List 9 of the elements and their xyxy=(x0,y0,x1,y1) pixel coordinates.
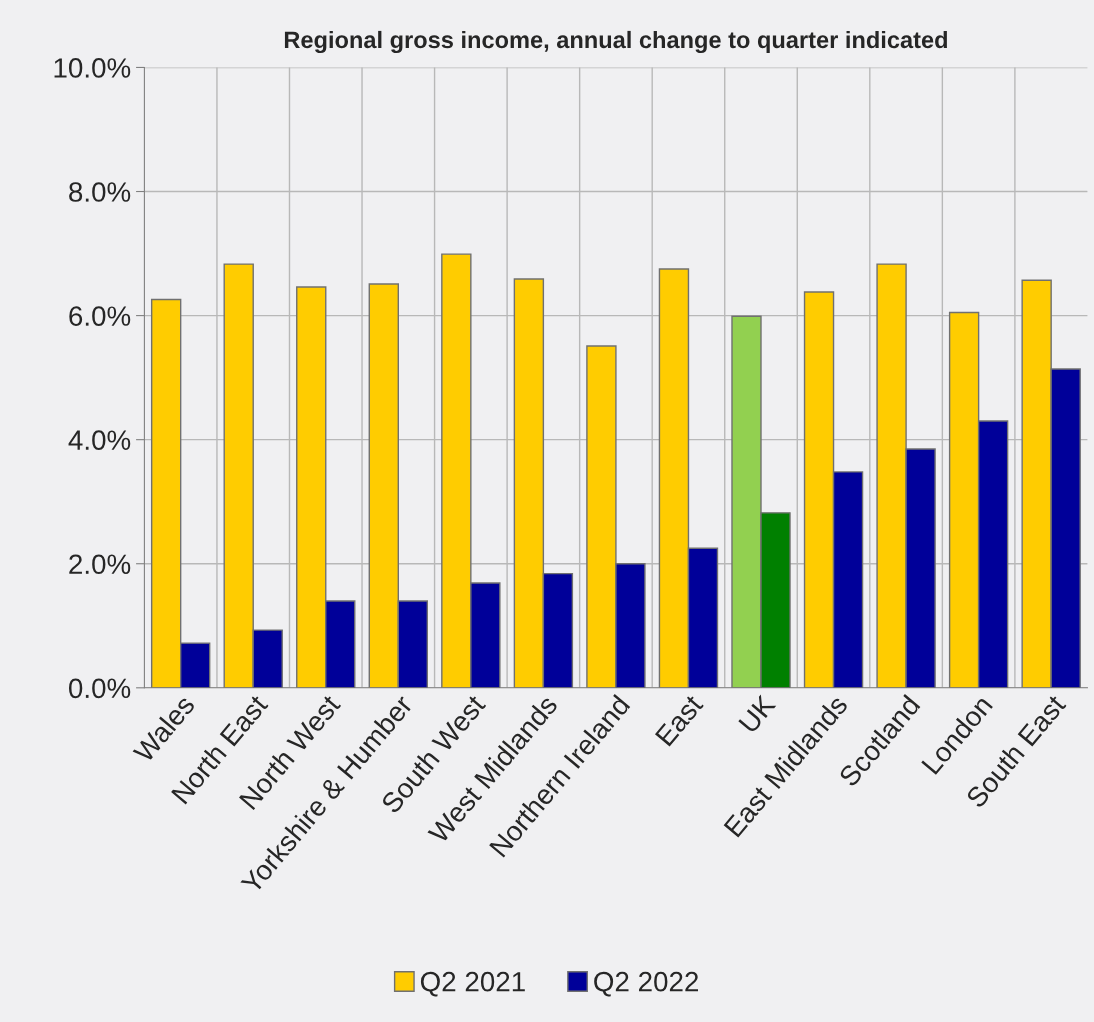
legend-label: Q2 2022 xyxy=(594,971,699,997)
y-tick-label: 2.0% xyxy=(69,554,131,575)
chart-title: Regional gross income, annual change to quarter indicated xyxy=(284,30,947,54)
y-tick-label: 6.0% xyxy=(69,306,131,326)
y-tick-label: 0.0% xyxy=(68,678,131,699)
y-tick-label: 10.0% xyxy=(54,58,131,78)
y-tick-label: 4.0% xyxy=(68,430,131,450)
y-tick-label: 8.0% xyxy=(69,182,131,202)
legend-label: Q2 2021 xyxy=(420,971,525,997)
